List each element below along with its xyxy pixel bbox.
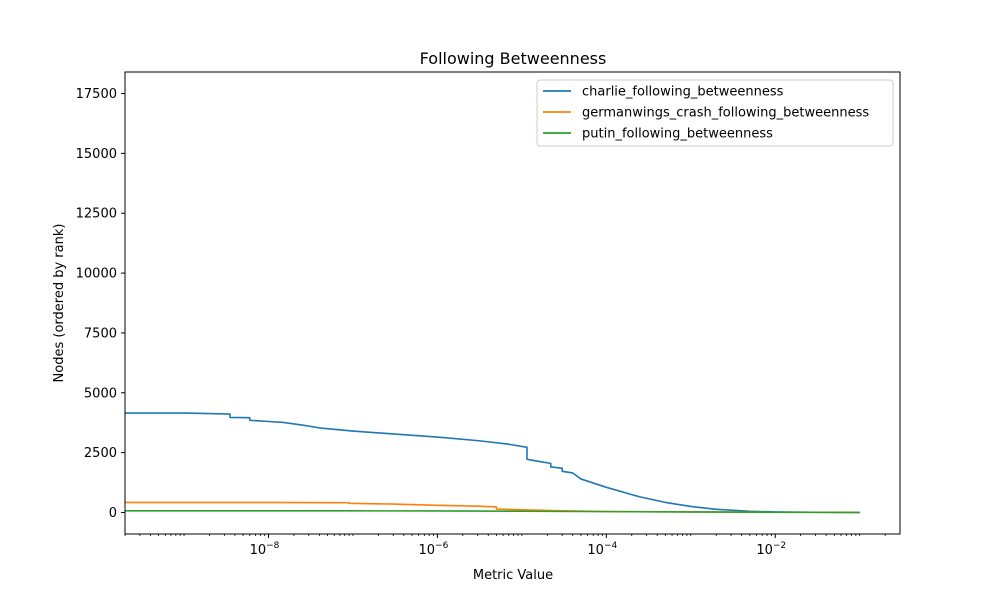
y-tick-label: 2500 — [84, 446, 117, 461]
legend-label: charlie_following_betweenness — [582, 85, 784, 100]
x-tick-label: 10−2 — [756, 541, 786, 558]
y-tick-label: 10000 — [76, 267, 117, 282]
plot-area — [125, 412, 860, 514]
y-tick-label: 7500 — [84, 326, 117, 341]
series-line-3 — [125, 509, 860, 514]
legend-label: germanwings_crash_following_betweenness — [582, 106, 869, 121]
y-tick-label: 15000 — [76, 147, 117, 162]
x-tick-label: 10−8 — [250, 541, 280, 558]
legend-label: putin_following_betweenness — [582, 127, 773, 142]
x-axis-label: Metric Value — [473, 568, 553, 583]
y-tick-label: 12500 — [76, 207, 117, 222]
axes: 0 2500 5000 7500 10000 12500 15000 17500 10−8 10−… — [76, 71, 901, 558]
plot-frame — [124, 71, 901, 535]
y-tick-label: 17500 — [76, 87, 117, 102]
series-line-1 — [125, 412, 860, 514]
x-tick-label: 10−4 — [587, 541, 617, 558]
chart-title: Following Betweenness — [420, 49, 607, 68]
y-tick-label: 5000 — [84, 386, 117, 401]
x-tick-label: 10−6 — [418, 541, 448, 558]
legend-box — [536, 79, 894, 147]
y-axis-label: Nodes (ordered by rank) — [52, 224, 67, 383]
legend: charlie_following_betweenness germanwings… — [536, 79, 894, 147]
y-tick-label: 0 — [109, 506, 117, 521]
